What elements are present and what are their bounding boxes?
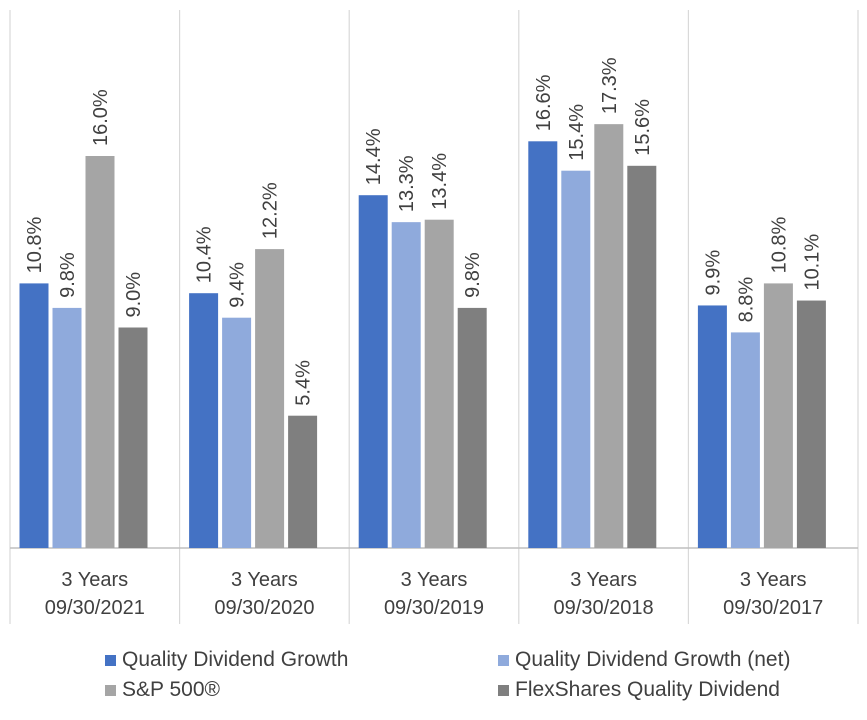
x-tick-label: 09/30/2020 [214, 597, 314, 619]
data-label: 9.9% [702, 250, 724, 296]
data-labels-group: 10.8% 9.8% 16.0% 9.0% 10.4% 9.4% 12.2% 5.4% 14.4… [24, 57, 823, 405]
data-label: 13.3% [396, 155, 418, 212]
x-tick-label: 3 Years [231, 569, 298, 591]
data-label: 16.6% [533, 74, 555, 131]
x-tick-label: 3 Years [570, 569, 637, 591]
bar [561, 170, 591, 548]
bar [222, 317, 252, 548]
x-tick-label: 09/30/2017 [723, 597, 823, 619]
bar [118, 327, 148, 548]
data-label: 9.8% [57, 252, 79, 298]
bar [457, 307, 487, 548]
data-label: 10.8% [768, 216, 790, 273]
data-label: 15.6% [632, 99, 654, 156]
bar [697, 305, 727, 548]
data-label: 14.4% [363, 128, 385, 185]
data-label: 17.3% [599, 57, 621, 114]
data-label: 13.4% [429, 153, 451, 210]
bars-group [19, 124, 826, 549]
data-label: 8.8% [735, 277, 757, 323]
data-label: 9.4% [227, 262, 249, 308]
x-tick-label: 3 Years [401, 569, 468, 591]
x-tick-label: 09/30/2021 [45, 597, 145, 619]
bar [19, 283, 49, 548]
x-tick-label: 3 Years [740, 569, 807, 591]
data-label: 10.1% [801, 234, 823, 291]
bar [627, 165, 657, 549]
bar [796, 300, 826, 548]
bar [528, 141, 558, 549]
bar [288, 415, 318, 548]
data-label: 9.0% [123, 272, 145, 318]
bar [424, 219, 454, 548]
bar [85, 156, 115, 548]
data-label: 9.8% [462, 252, 484, 298]
data-label: 5.4% [293, 360, 315, 406]
x-tick-label: 3 Years [61, 569, 128, 591]
x-tick-label: 09/30/2019 [384, 597, 484, 619]
bar [763, 283, 793, 548]
data-label: 10.8% [24, 216, 46, 273]
bar [52, 307, 82, 548]
data-label: 10.4% [194, 226, 216, 283]
x-tick-label: 09/30/2018 [554, 597, 654, 619]
bar [358, 195, 388, 548]
x-tick-labels-group: 3 Years 09/30/2021 3 Years 09/30/2020 3 Year… [45, 569, 824, 619]
bar [255, 249, 285, 548]
bar [189, 293, 219, 548]
data-label: 12.2% [260, 182, 282, 239]
data-label: 15.4% [566, 104, 588, 161]
bar [594, 124, 624, 549]
bar [730, 332, 760, 548]
bar [391, 222, 421, 548]
data-label: 16.0% [90, 89, 112, 146]
category-dividers [9, 10, 859, 624]
